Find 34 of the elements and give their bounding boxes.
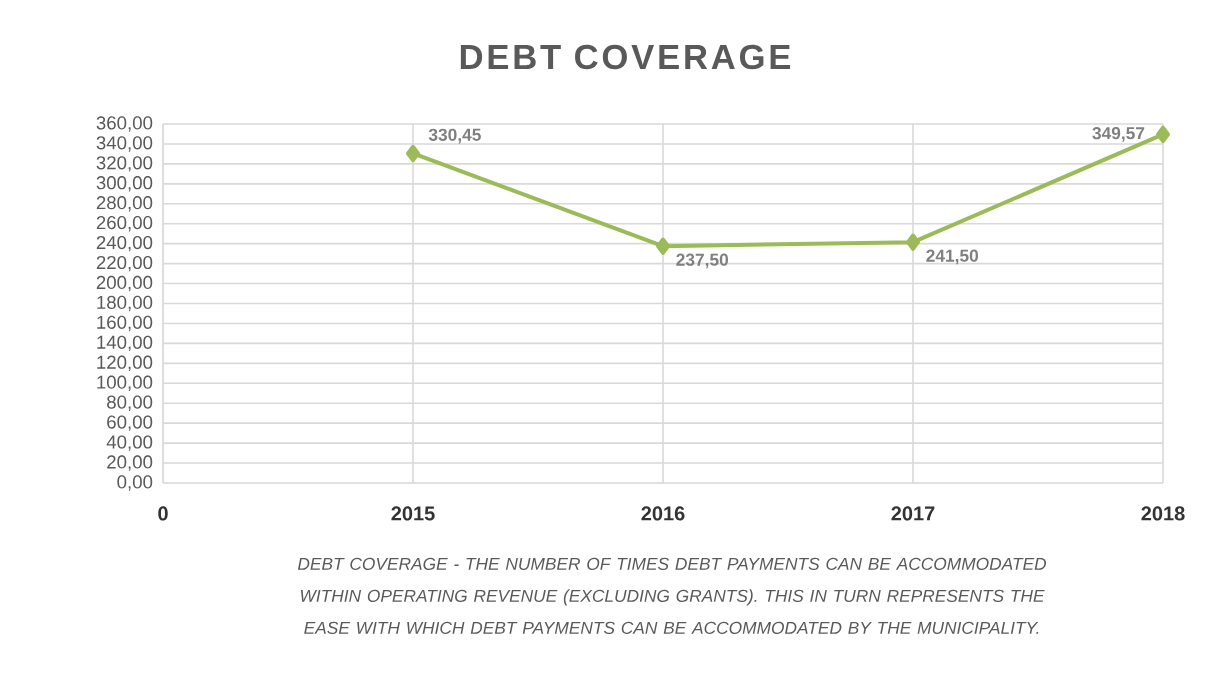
text: DEBT COVERAGE - THE NUMBER OF TIMES DEBT PAYMENTS CAN BE ACCOMMODATED WITHIN OPERATING REVENUE (EXCLUDING GRANTS). THIS IN TURN REPRESENTS THE EASE WITH WHICH DEBT PAYMENTS CAN BE ACCOMMODATED BY THE MUNICIPALITY. <box>297 557 1047 634</box>
point <box>906 233 921 251</box>
data-label: 237,50 <box>676 253 729 269</box>
y-tick-label: 340,00 <box>96 136 153 152</box>
data-label: 241,50 <box>926 249 979 265</box>
y-tick-label: 120,00 <box>97 355 153 372</box>
x-tick-label: 0 <box>158 506 168 521</box>
y-tick-label: 240,00 <box>96 235 153 252</box>
y-tick-label: 100,00 <box>97 375 153 391</box>
point <box>1156 125 1171 144</box>
x-tick-label: 2017 <box>891 506 935 521</box>
data-label: 330,45 <box>428 128 481 144</box>
y-tick-label: 200,00 <box>96 275 153 292</box>
y-tick-label: 140,00 <box>97 335 153 352</box>
x-tick-label: 2018 <box>1141 506 1185 521</box>
y-tick-label: 360,00 <box>96 116 153 132</box>
y-tick-label: 60,00 <box>107 415 153 431</box>
y-tick-label: 320,00 <box>96 156 153 172</box>
x-tick-label: 2015 <box>391 506 435 521</box>
point <box>656 237 671 255</box>
y-tick-label: 160,00 <box>97 315 153 332</box>
y-tick-label: 300,00 <box>96 176 153 192</box>
y-tick-label: 280,00 <box>96 196 153 212</box>
y-tick-label: 260,00 <box>96 216 153 232</box>
y-tick-label: 0,00 <box>117 475 153 491</box>
y-tick-label: 220,00 <box>96 255 153 272</box>
chart-title: DEBT COVERAGE <box>460 44 791 70</box>
y-tick-label: 40,00 <box>106 435 153 451</box>
y-tick-label: 20,00 <box>107 455 153 471</box>
x-tick-label: 2016 <box>641 506 685 521</box>
y-tick-label: 180,00 <box>97 295 153 312</box>
data-label: 349,57 <box>1092 127 1145 142</box>
y-tick-label: 80,00 <box>107 395 153 411</box>
point <box>406 144 421 163</box>
